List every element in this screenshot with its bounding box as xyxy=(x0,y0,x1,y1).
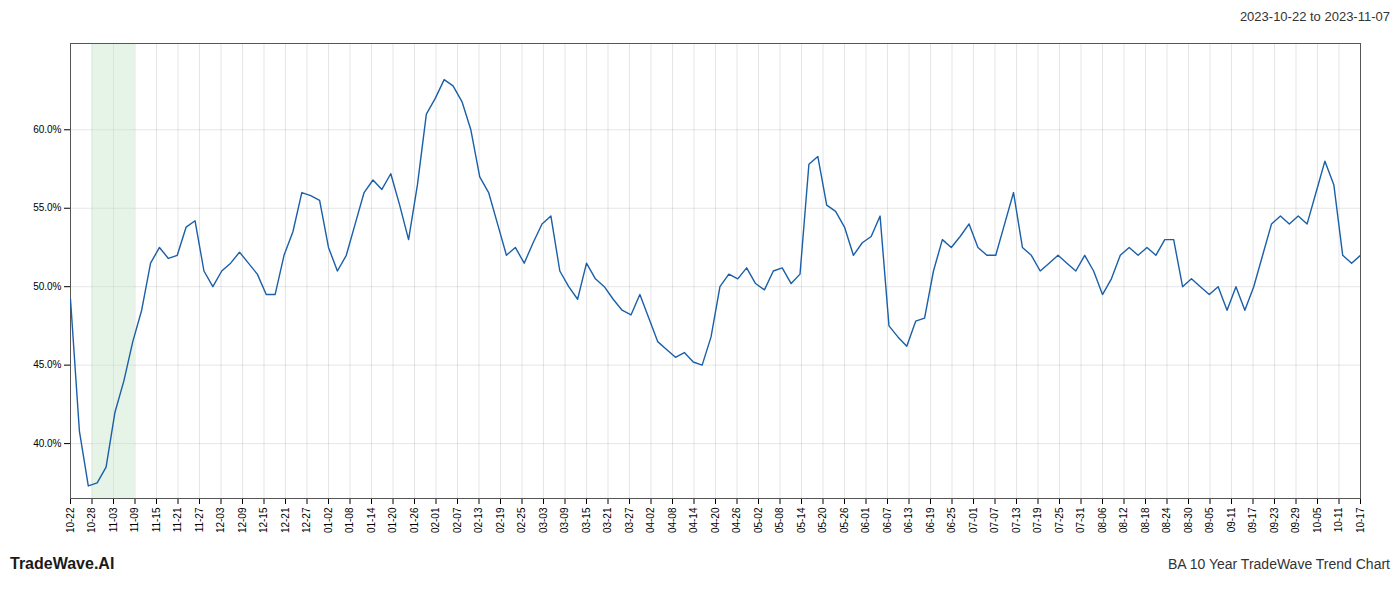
svg-text:02-07: 02-07 xyxy=(452,507,463,533)
svg-text:08-18: 08-18 xyxy=(1140,507,1151,533)
svg-text:05-14: 05-14 xyxy=(796,507,807,533)
svg-text:07-01: 07-01 xyxy=(968,507,979,533)
svg-text:11-15: 11-15 xyxy=(151,507,162,532)
svg-text:08-24: 08-24 xyxy=(1161,507,1172,533)
svg-text:04-08: 04-08 xyxy=(667,507,678,533)
svg-text:09-29: 09-29 xyxy=(1290,507,1301,533)
svg-text:12-27: 12-27 xyxy=(301,507,312,533)
svg-text:06-25: 06-25 xyxy=(946,507,957,533)
svg-text:45.0%: 45.0% xyxy=(33,359,61,370)
svg-text:04-14: 04-14 xyxy=(688,507,699,533)
svg-text:07-07: 07-07 xyxy=(989,507,1000,533)
svg-text:06-13: 06-13 xyxy=(903,507,914,533)
svg-text:10-28: 10-28 xyxy=(86,507,97,533)
svg-text:11-27: 11-27 xyxy=(194,507,205,532)
svg-text:02-01: 02-01 xyxy=(430,507,441,533)
svg-text:10-22: 10-22 xyxy=(65,507,76,533)
svg-text:02-19: 02-19 xyxy=(495,507,506,533)
svg-text:05-02: 05-02 xyxy=(753,507,764,533)
svg-text:07-31: 07-31 xyxy=(1075,507,1086,533)
svg-text:01-26: 01-26 xyxy=(409,507,420,533)
svg-text:05-26: 05-26 xyxy=(839,507,850,533)
svg-text:55.0%: 55.0% xyxy=(33,202,61,213)
html-text:BA 10 Year TradeWave Trend Cha: BA 10 Year TradeWave Trend Chart xyxy=(1167,556,1390,572)
svg-text:12-03: 12-03 xyxy=(215,507,226,533)
svg-text:03-03: 03-03 xyxy=(538,507,549,533)
svg-text:40.0%: 40.0% xyxy=(33,438,61,449)
svg-text:08-30: 08-30 xyxy=(1183,507,1194,533)
svg-text:11-09: 11-09 xyxy=(129,507,140,532)
svg-text:10-05: 10-05 xyxy=(1312,507,1323,533)
svg-text:06-07: 06-07 xyxy=(882,507,893,533)
svg-text:03-21: 03-21 xyxy=(602,507,613,533)
svg-text:04-20: 04-20 xyxy=(710,507,721,533)
svg-text:09-05: 09-05 xyxy=(1204,507,1215,533)
svg-text:04-26: 04-26 xyxy=(731,507,742,533)
svg-text:12-15: 12-15 xyxy=(258,507,269,533)
svg-text:08-06: 08-06 xyxy=(1097,507,1108,533)
svg-text:03-09: 03-09 xyxy=(559,507,570,533)
svg-text:09-23: 09-23 xyxy=(1269,507,1280,533)
svg-text:02-25: 02-25 xyxy=(516,507,527,533)
svg-text:09-11: 09-11 xyxy=(1226,507,1237,532)
svg-text:01-02: 01-02 xyxy=(323,507,334,533)
svg-text:01-14: 01-14 xyxy=(366,507,377,533)
svg-text:02-13: 02-13 xyxy=(473,507,484,533)
svg-text:05-20: 05-20 xyxy=(817,507,828,533)
svg-text:06-01: 06-01 xyxy=(860,507,871,533)
svg-text:08-12: 08-12 xyxy=(1118,507,1129,533)
svg-text:06-19: 06-19 xyxy=(925,507,936,533)
svg-text:01-20: 01-20 xyxy=(387,507,398,533)
svg-text:11-21: 11-21 xyxy=(172,507,183,532)
svg-text:07-25: 07-25 xyxy=(1054,507,1065,533)
svg-text:09-17: 09-17 xyxy=(1247,507,1258,533)
svg-text:50.0%: 50.0% xyxy=(33,281,61,292)
svg-text:03-15: 03-15 xyxy=(581,507,592,533)
svg-text:60.0%: 60.0% xyxy=(33,124,61,135)
svg-text:07-19: 07-19 xyxy=(1032,507,1043,533)
html-text:TradeWave.AI: TradeWave.AI xyxy=(10,555,115,572)
svg-text:11-03: 11-03 xyxy=(108,507,119,532)
svg-text:12-09: 12-09 xyxy=(237,507,248,533)
svg-text:01-08: 01-08 xyxy=(344,507,355,533)
svg-text:03-27: 03-27 xyxy=(624,507,635,533)
svg-text:10-17: 10-17 xyxy=(1355,507,1366,533)
svg-text:05-08: 05-08 xyxy=(774,507,785,533)
svg-text:04-02: 04-02 xyxy=(645,507,656,533)
svg-text:07-13: 07-13 xyxy=(1011,507,1022,533)
svg-text:10-11: 10-11 xyxy=(1333,507,1344,532)
html-text:2023-10-22 to 2023-11-07: 2023-10-22 to 2023-11-07 xyxy=(1239,9,1390,24)
svg-text:12-21: 12-21 xyxy=(280,507,291,533)
